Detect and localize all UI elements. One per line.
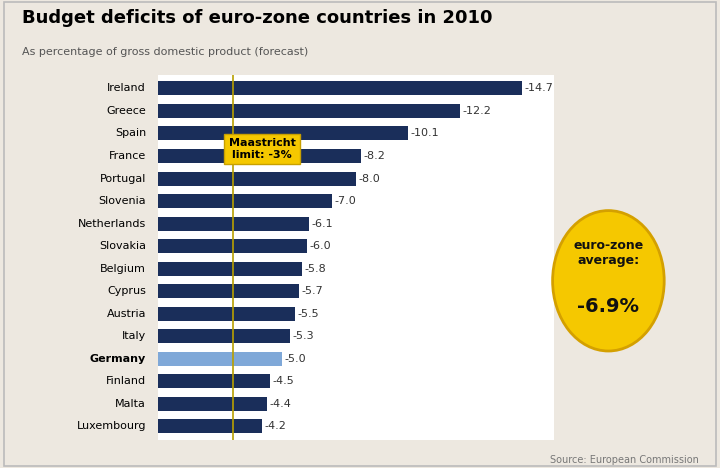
Bar (158, 194, 332, 208)
Text: Slovakia: Slovakia (99, 241, 146, 251)
Text: -12.2: -12.2 (463, 106, 492, 116)
Bar (158, 149, 361, 163)
Text: Netherlands: Netherlands (78, 219, 146, 228)
Bar (158, 104, 460, 118)
Text: Budget deficits of euro-zone countries in 2010: Budget deficits of euro-zone countries i… (22, 9, 492, 27)
Text: Malta: Malta (115, 399, 146, 409)
Text: Greece: Greece (107, 106, 146, 116)
Bar (158, 81, 522, 95)
Text: -5.8: -5.8 (305, 263, 326, 274)
Text: As percentage of gross domestic product (forecast): As percentage of gross domestic product … (22, 47, 308, 57)
Text: -8.0: -8.0 (359, 174, 381, 183)
Bar (158, 239, 307, 253)
Text: Maastricht
limit: -3%: Maastricht limit: -3% (229, 139, 296, 160)
Text: -6.0: -6.0 (310, 241, 331, 251)
Bar (158, 397, 267, 411)
Text: -14.7: -14.7 (525, 83, 554, 94)
Text: -7.0: -7.0 (334, 196, 356, 206)
Text: Belgium: Belgium (100, 263, 146, 274)
Text: -4.5: -4.5 (272, 376, 294, 386)
Text: Italy: Italy (122, 331, 146, 341)
Bar (158, 262, 302, 276)
Text: Cyprus: Cyprus (107, 286, 146, 296)
Bar (158, 172, 356, 185)
Bar (158, 329, 289, 343)
Text: -10.1: -10.1 (411, 129, 439, 139)
Text: Austria: Austria (107, 309, 146, 319)
Text: Spain: Spain (114, 129, 146, 139)
Text: -4.2: -4.2 (265, 421, 287, 431)
Text: Slovenia: Slovenia (99, 196, 146, 206)
Text: euro-zone
average:: euro-zone average: (573, 239, 644, 267)
Text: Source: European Commission: Source: European Commission (549, 455, 698, 465)
Text: Luxembourg: Luxembourg (76, 421, 146, 431)
Text: Portugal: Portugal (99, 174, 146, 183)
Text: Ireland: Ireland (107, 83, 146, 94)
Text: -5.3: -5.3 (292, 331, 314, 341)
Bar (158, 126, 408, 140)
Text: -4.4: -4.4 (270, 399, 292, 409)
Text: -5.7: -5.7 (302, 286, 324, 296)
Text: Finland: Finland (106, 376, 146, 386)
Bar (158, 217, 310, 231)
Bar (158, 284, 300, 298)
Text: -5.0: -5.0 (284, 354, 306, 364)
Text: Germany: Germany (90, 354, 146, 364)
Bar (158, 352, 282, 366)
Bar (158, 307, 294, 321)
Text: France: France (109, 151, 146, 161)
Text: -8.2: -8.2 (364, 151, 386, 161)
Bar (158, 419, 262, 433)
Text: -5.5: -5.5 (297, 309, 319, 319)
Text: -6.9%: -6.9% (577, 297, 639, 316)
Bar (158, 374, 270, 388)
Text: -6.1: -6.1 (312, 219, 333, 228)
